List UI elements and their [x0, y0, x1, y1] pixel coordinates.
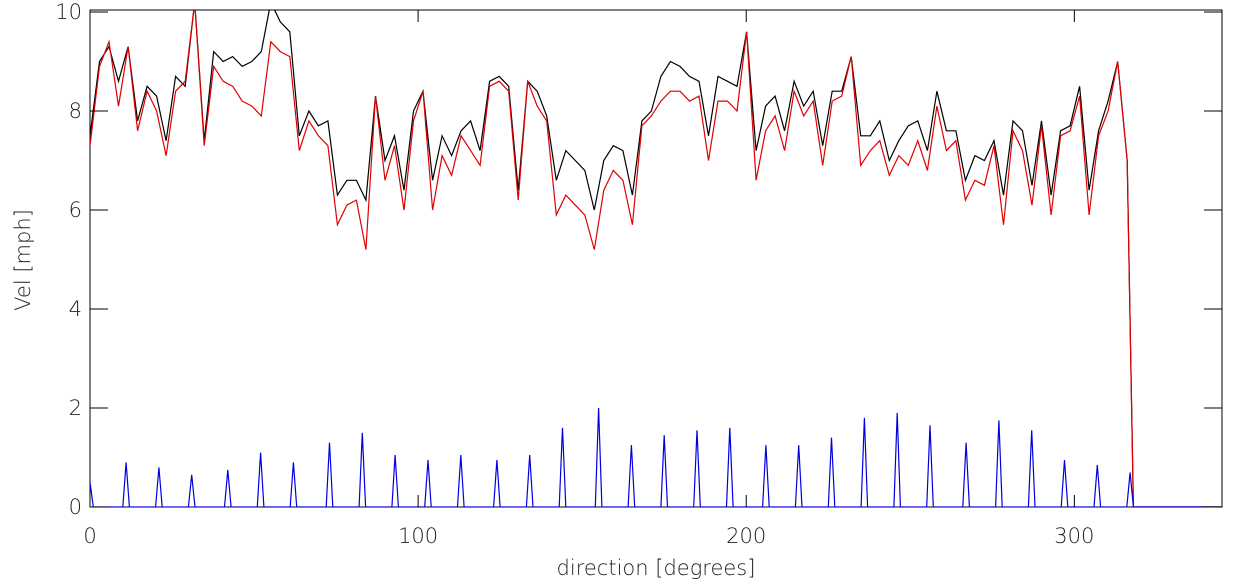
x-tick-label: 0 — [83, 524, 96, 548]
y-tick-label: 8 — [69, 99, 82, 123]
y-tick-label: 10 — [55, 0, 82, 24]
y-tick-label: 2 — [69, 396, 82, 420]
plot-lines — [90, 10, 1222, 507]
x-axis-label: direction [degrees] — [557, 556, 756, 580]
y-tick-label: 6 — [69, 198, 82, 222]
data-line — [90, 10, 1222, 507]
x-tick-label: 100 — [398, 524, 438, 548]
plot-frame — [89, 9, 1223, 508]
data-line — [90, 407, 1222, 507]
y-tick-label: 4 — [69, 297, 82, 321]
x-tick-label: 300 — [1054, 524, 1094, 548]
x-tick-label: 200 — [726, 524, 766, 548]
y-tick-label: 0 — [69, 495, 82, 519]
y-axis-label: Vel [mph] — [11, 209, 35, 311]
data-line — [90, 10, 1222, 507]
